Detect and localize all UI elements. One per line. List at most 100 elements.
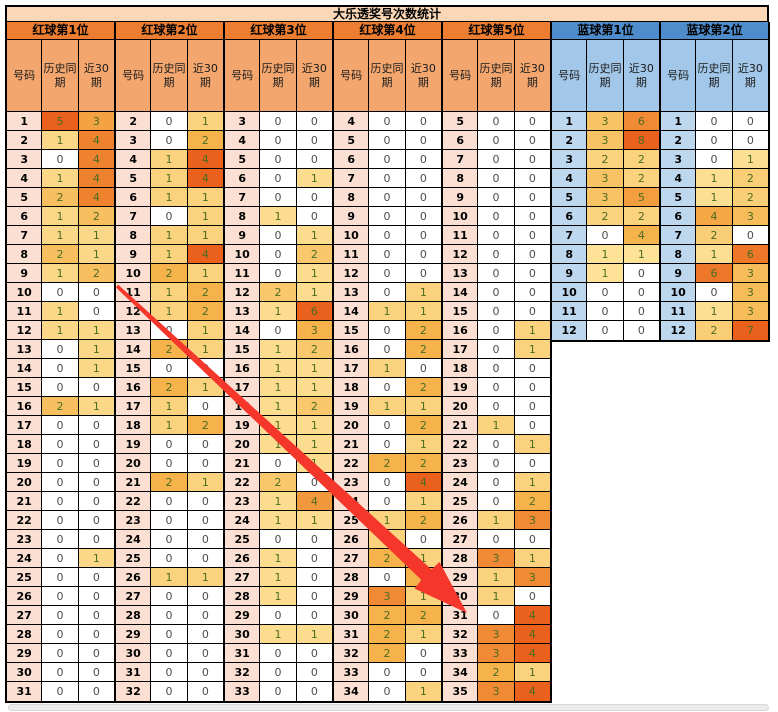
cell-number[interactable]: 10 xyxy=(116,264,152,283)
group-header[interactable]: 红球第2位 xyxy=(116,22,223,40)
cell-number[interactable]: 12 xyxy=(116,302,152,321)
cell-history[interactable]: 1 xyxy=(260,511,297,530)
cell-recent30[interactable]: 2 xyxy=(187,283,223,302)
cell-number[interactable]: 11 xyxy=(334,245,370,264)
red-arrow-shape[interactable] xyxy=(116,284,467,614)
cell-number[interactable]: 21 xyxy=(443,416,479,435)
history-column-header[interactable]: 历史同期 xyxy=(696,40,733,112)
cell-number[interactable]: 26 xyxy=(225,549,261,568)
cell-history[interactable]: 0 xyxy=(42,492,79,511)
cell-recent30[interactable]: 0 xyxy=(78,606,114,625)
cell-recent30[interactable]: 0 xyxy=(187,530,223,549)
cell-recent30[interactable]: 4 xyxy=(78,188,114,207)
cell-history[interactable]: 0 xyxy=(151,530,188,549)
cell-history[interactable]: 0 xyxy=(151,454,188,473)
cell-recent30[interactable]: 0 xyxy=(296,549,332,568)
cell-number[interactable]: 12 xyxy=(225,283,261,302)
cell-recent30[interactable]: 0 xyxy=(514,264,550,283)
cell-number[interactable]: 9 xyxy=(552,264,588,283)
cell-number[interactable]: 6 xyxy=(552,207,588,226)
cell-history[interactable]: 0 xyxy=(369,321,406,340)
cell-number[interactable]: 15 xyxy=(116,359,152,378)
cell-number[interactable]: 5 xyxy=(7,188,43,207)
cell-history[interactable]: 0 xyxy=(151,131,188,150)
cell-recent30[interactable]: 0 xyxy=(405,207,441,226)
cell-history[interactable]: 1 xyxy=(151,302,188,321)
cell-history[interactable]: 3 xyxy=(478,625,515,644)
cell-recent30[interactable]: 1 xyxy=(296,416,332,435)
cell-history[interactable]: 2 xyxy=(151,264,188,283)
cell-number[interactable]: 4 xyxy=(225,131,261,150)
cell-recent30[interactable]: 0 xyxy=(514,226,550,245)
cell-recent30[interactable]: 3 xyxy=(514,511,550,530)
cell-number[interactable]: 8 xyxy=(334,188,370,207)
cell-recent30[interactable]: 4 xyxy=(78,150,114,169)
cell-history[interactable]: 0 xyxy=(151,587,188,606)
cell-number[interactable]: 19 xyxy=(116,435,152,454)
cell-number[interactable]: 10 xyxy=(7,283,43,302)
cell-number[interactable]: 12 xyxy=(552,321,588,340)
group-header[interactable]: 红球第4位 xyxy=(334,22,441,40)
cell-history[interactable]: 1 xyxy=(587,264,624,283)
cell-history[interactable]: 0 xyxy=(42,416,79,435)
cell-history[interactable]: 1 xyxy=(42,131,79,150)
cell-recent30[interactable]: 0 xyxy=(78,644,114,663)
cell-history[interactable]: 1 xyxy=(478,416,515,435)
cell-recent30[interactable]: 0 xyxy=(405,112,441,131)
cell-number[interactable]: 11 xyxy=(225,264,261,283)
cell-number[interactable]: 6 xyxy=(334,150,370,169)
group-header[interactable]: 蓝球第1位 xyxy=(552,22,659,40)
recent30-column-header[interactable]: 近30期 xyxy=(296,40,332,112)
cell-recent30[interactable]: 2 xyxy=(623,150,659,169)
cell-recent30[interactable]: 6 xyxy=(732,245,768,264)
cell-recent30[interactable]: 2 xyxy=(405,321,441,340)
cell-number[interactable]: 7 xyxy=(443,150,479,169)
cell-history[interactable]: 2 xyxy=(42,245,79,264)
cell-recent30[interactable]: 6 xyxy=(623,112,659,131)
cell-number[interactable]: 15 xyxy=(334,321,370,340)
cell-recent30[interactable]: 1 xyxy=(78,359,114,378)
number-column-header[interactable]: 号码 xyxy=(7,40,43,112)
cell-number[interactable]: 9 xyxy=(443,188,479,207)
cell-recent30[interactable]: 5 xyxy=(623,188,659,207)
cell-number[interactable]: 21 xyxy=(225,454,261,473)
cell-history[interactable]: 0 xyxy=(42,359,79,378)
cell-recent30[interactable]: 0 xyxy=(405,245,441,264)
cell-history[interactable]: 0 xyxy=(42,587,79,606)
cell-history[interactable]: 0 xyxy=(369,492,406,511)
cell-number[interactable]: 2 xyxy=(552,131,588,150)
cell-number[interactable]: 5 xyxy=(443,112,479,131)
cell-recent30[interactable]: 1 xyxy=(187,340,223,359)
cell-recent30[interactable]: 1 xyxy=(187,568,223,587)
cell-history[interactable]: 0 xyxy=(478,188,515,207)
cell-history[interactable]: 0 xyxy=(42,682,79,701)
cell-history[interactable]: 0 xyxy=(42,568,79,587)
cell-history[interactable]: 1 xyxy=(42,207,79,226)
cell-recent30[interactable]: 0 xyxy=(187,663,223,682)
cell-number[interactable]: 9 xyxy=(661,264,697,283)
cell-history[interactable]: 0 xyxy=(478,321,515,340)
cell-number[interactable]: 18 xyxy=(116,416,152,435)
cell-number[interactable]: 26 xyxy=(443,511,479,530)
cell-recent30[interactable]: 2 xyxy=(296,397,332,416)
cell-recent30[interactable]: 1 xyxy=(296,378,332,397)
cell-recent30[interactable]: 0 xyxy=(405,131,441,150)
cell-number[interactable]: 17 xyxy=(7,416,43,435)
cell-history[interactable]: 2 xyxy=(369,644,406,663)
cell-history[interactable]: 0 xyxy=(369,416,406,435)
cell-history[interactable]: 0 xyxy=(151,492,188,511)
cell-recent30[interactable]: 1 xyxy=(514,340,550,359)
cell-history[interactable]: 0 xyxy=(587,226,624,245)
cell-recent30[interactable]: 4 xyxy=(78,131,114,150)
cell-number[interactable]: 14 xyxy=(334,302,370,321)
cell-number[interactable]: 24 xyxy=(443,473,479,492)
cell-recent30[interactable]: 0 xyxy=(514,302,550,321)
cell-history[interactable]: 1 xyxy=(42,226,79,245)
cell-history[interactable]: 1 xyxy=(260,625,297,644)
cell-number[interactable]: 16 xyxy=(225,359,261,378)
cell-recent30[interactable]: 4 xyxy=(514,606,550,625)
cell-recent30[interactable]: 2 xyxy=(187,302,223,321)
cell-number[interactable]: 7 xyxy=(334,169,370,188)
cell-number[interactable]: 22 xyxy=(7,511,43,530)
cell-history[interactable]: 0 xyxy=(42,454,79,473)
